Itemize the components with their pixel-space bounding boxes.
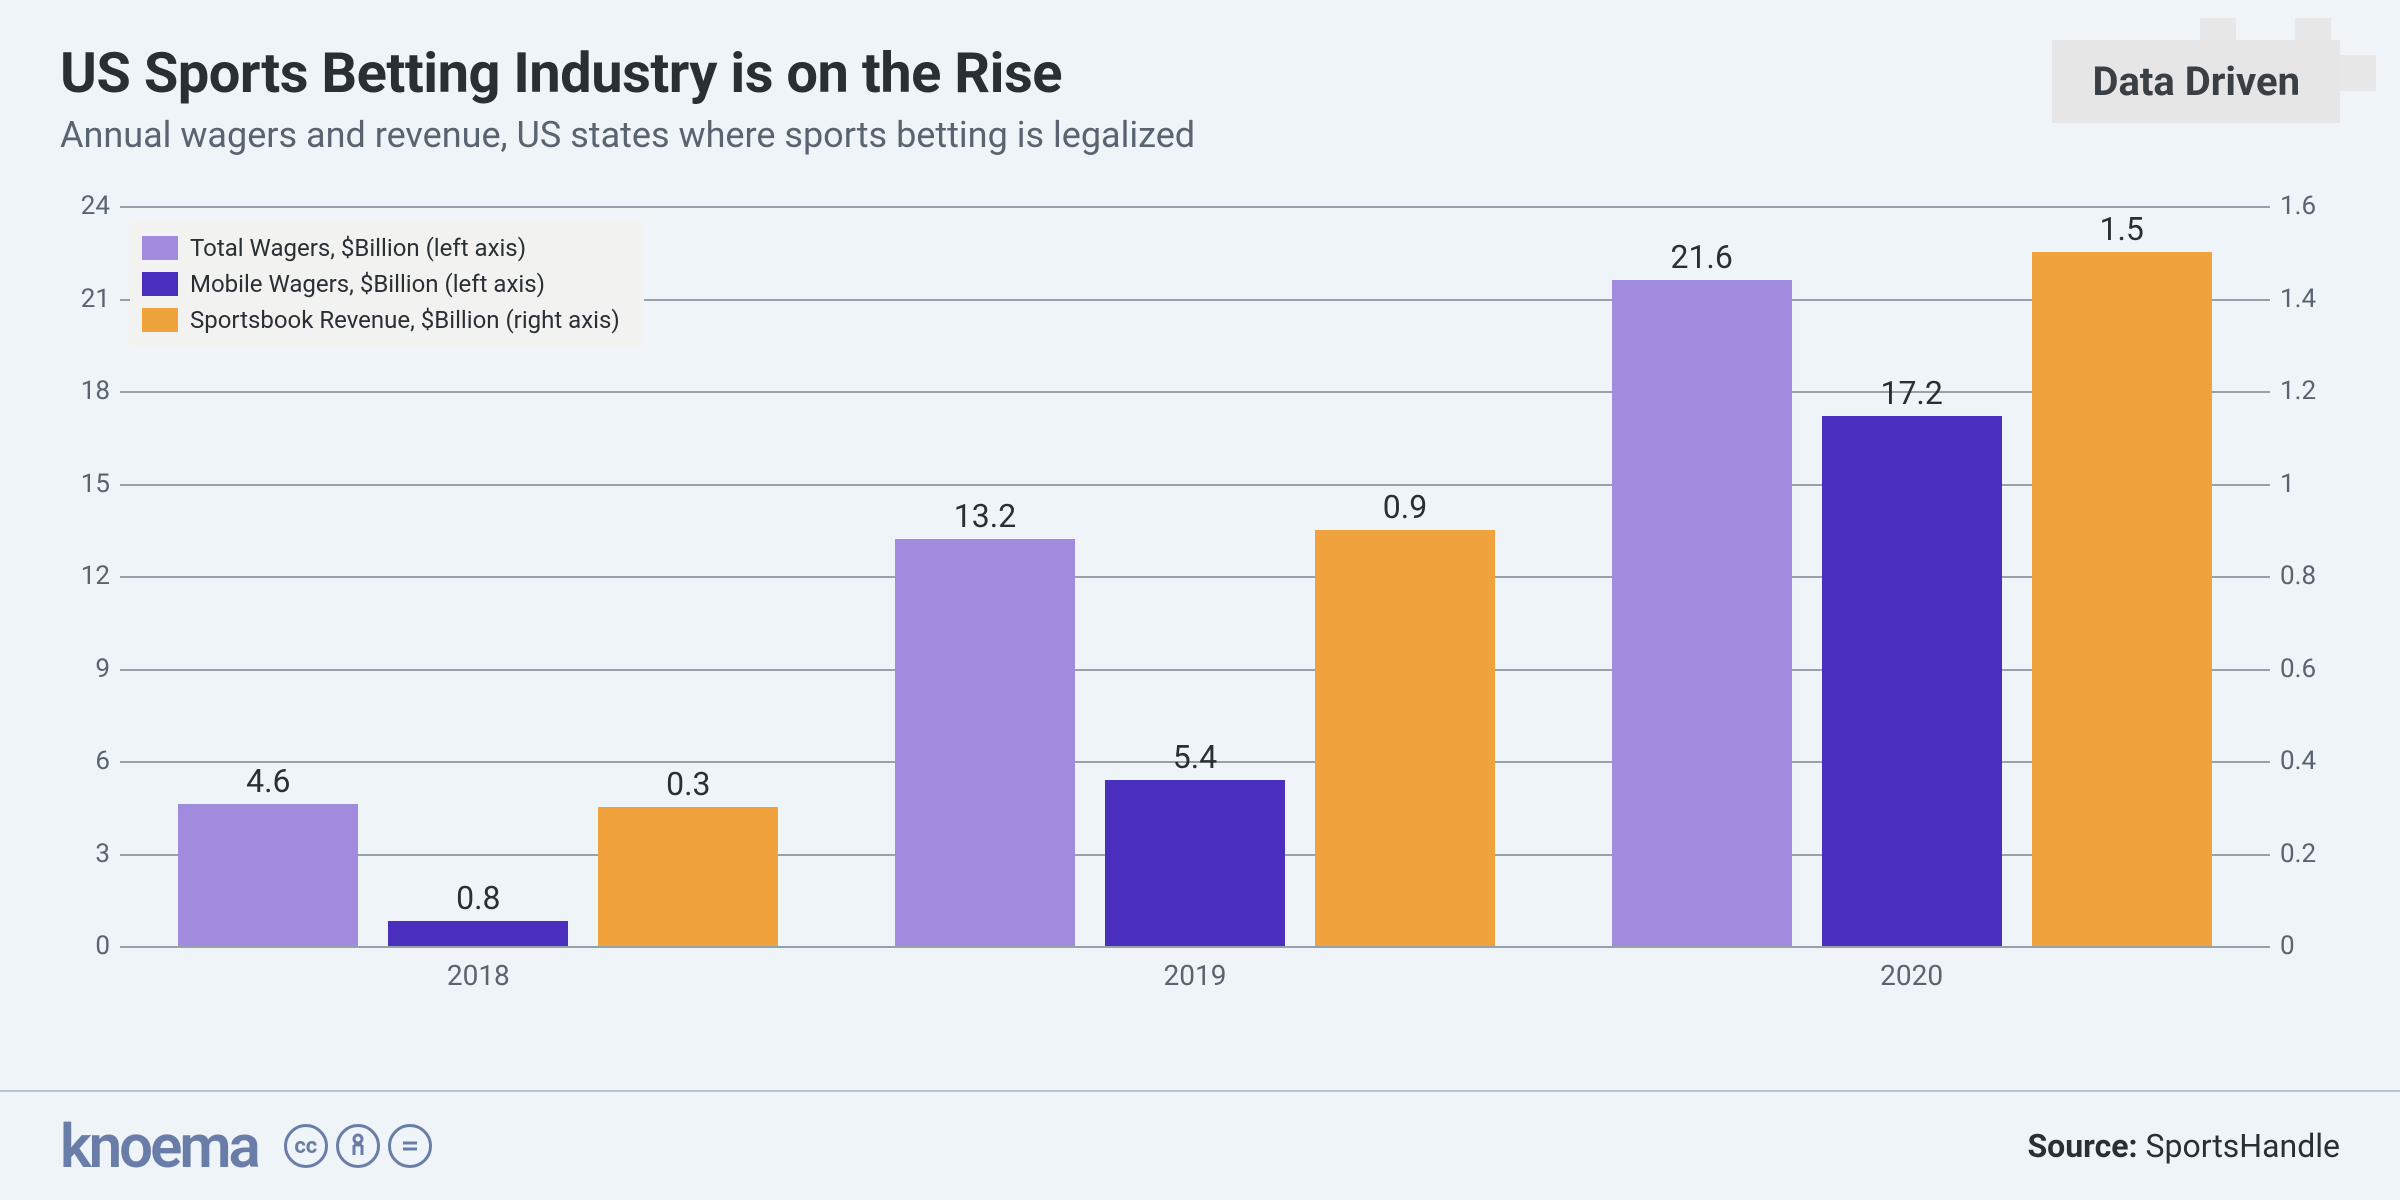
- y-left-tick: 12: [66, 561, 110, 591]
- source-attribution: Source: SportsHandle: [2027, 1127, 2340, 1165]
- header: US Sports Betting Industry is on the Ris…: [60, 40, 2340, 156]
- legend-item: Total Wagers, $Billion (left axis): [142, 230, 620, 266]
- y-right-tick: 1: [2280, 469, 2330, 499]
- footer: knoema cc Source: SportsHandle: [0, 1090, 2400, 1200]
- knoema-logo: knoema: [60, 1111, 258, 1182]
- bar-value-label: 4.6: [178, 762, 358, 800]
- bar-sportsbook_revenue: 1.5: [2032, 252, 2212, 946]
- legend: Total Wagers, $Billion (left axis) Mobil…: [130, 220, 644, 348]
- chart-area: Total Wagers, $Billion (left axis) Mobil…: [60, 186, 2340, 1016]
- source-prefix: Source:: [2027, 1127, 2137, 1165]
- legend-label: Mobile Wagers, $Billion (left axis): [190, 270, 545, 298]
- y-left-tick: 6: [66, 746, 110, 776]
- logo-area: knoema cc: [60, 1111, 432, 1182]
- bar-total_wagers: 21.6: [1612, 280, 1792, 946]
- legend-item: Sportsbook Revenue, $Billion (right axis…: [142, 302, 620, 338]
- bar-value-label: 0.9: [1315, 488, 1495, 526]
- bar-mobile_wagers: 5.4: [1105, 780, 1285, 947]
- y-right-tick: 1.2: [2280, 376, 2330, 406]
- bar-value-label: 0.3: [598, 765, 778, 803]
- license-icons: cc: [284, 1124, 432, 1168]
- bar-sportsbook_revenue: 0.9: [1315, 530, 1495, 946]
- bar-mobile_wagers: 17.2: [1822, 416, 2002, 946]
- cc-icon: cc: [284, 1124, 328, 1168]
- attribution-icon: [336, 1124, 380, 1168]
- bar-mobile_wagers: 0.8: [388, 921, 568, 946]
- bar-value-label: 0.8: [388, 879, 568, 917]
- y-right-tick: 0.8: [2280, 561, 2330, 591]
- bar-value-label: 13.2: [895, 497, 1075, 535]
- x-axis-label: 2020: [1880, 959, 1943, 992]
- legend-item: Mobile Wagers, $Billion (left axis): [142, 266, 620, 302]
- y-left-tick: 0: [66, 931, 110, 961]
- y-left-tick: 9: [66, 654, 110, 684]
- source-name: SportsHandle: [2145, 1127, 2340, 1165]
- y-left-tick: 21: [66, 284, 110, 314]
- y-left-tick: 24: [66, 191, 110, 221]
- chart-container: US Sports Betting Industry is on the Ris…: [0, 0, 2400, 1200]
- legend-swatch: [142, 236, 178, 260]
- legend-label: Total Wagers, $Billion (left axis): [190, 234, 526, 262]
- noderivs-icon: [388, 1124, 432, 1168]
- y-right-tick: 1.4: [2280, 284, 2330, 314]
- bar-total_wagers: 13.2: [895, 539, 1075, 946]
- legend-label: Sportsbook Revenue, $Billion (right axis…: [190, 306, 620, 334]
- y-right-tick: 0.2: [2280, 839, 2330, 869]
- grid-line: [120, 946, 2270, 948]
- y-right-tick: 0: [2280, 931, 2330, 961]
- y-left-tick: 15: [66, 469, 110, 499]
- x-axis-label: 2019: [1164, 959, 1227, 992]
- legend-swatch: [142, 308, 178, 332]
- bar-value-label: 5.4: [1105, 738, 1285, 776]
- bar-value-label: 21.6: [1612, 238, 1792, 276]
- chart-title: US Sports Betting Industry is on the Ris…: [60, 40, 2340, 106]
- bar-sportsbook_revenue: 0.3: [598, 807, 778, 946]
- y-left-tick: 18: [66, 376, 110, 406]
- bar-value-label: 1.5: [2032, 210, 2212, 248]
- bar-total_wagers: 4.6: [178, 804, 358, 946]
- brand-badge: Data Driven: [2052, 40, 2340, 123]
- y-right-tick: 0.4: [2280, 746, 2330, 776]
- x-axis-label: 2018: [447, 959, 510, 992]
- chart-subtitle: Annual wagers and revenue, US states whe…: [60, 114, 2340, 156]
- y-right-tick: 0.6: [2280, 654, 2330, 684]
- y-right-tick: 1.6: [2280, 191, 2330, 221]
- y-left-tick: 3: [66, 839, 110, 869]
- bar-value-label: 17.2: [1822, 374, 2002, 412]
- legend-swatch: [142, 272, 178, 296]
